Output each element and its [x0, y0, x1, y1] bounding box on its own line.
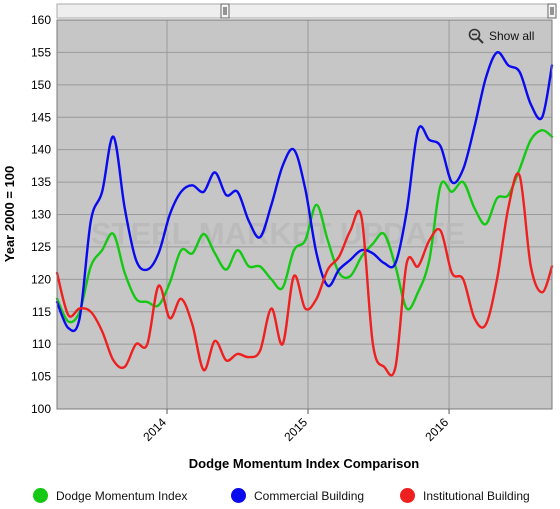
y-axis: 100 105 110 115 120 125 130 135 140 145 150 155 160	[31, 13, 51, 416]
series-line-dodge-momentum-index	[55, 129, 554, 324]
grid	[57, 20, 552, 409]
legend-label: Institutional Building	[423, 488, 530, 503]
y-tick-label: 100	[31, 402, 51, 416]
show-all-button[interactable]: Show all	[468, 28, 534, 44]
show-all-label: Show all	[489, 29, 535, 43]
plot-border	[56, 19, 553, 410]
y-tick-label: 115	[32, 305, 51, 319]
series-line-institutional-building	[55, 172, 554, 377]
y-axis-label: Year 2000 = 100	[2, 166, 17, 263]
x-axis: 2014 2015 2016	[140, 409, 451, 444]
y-tick-label: 105	[31, 370, 51, 384]
range-navigator[interactable]	[56, 3, 557, 19]
legend-label: Dodge Momentum Index	[56, 488, 188, 503]
legend: Dodge Momentum Index Commercial Building…	[0, 488, 560, 508]
y-tick-label: 160	[31, 13, 51, 27]
y-tick-label: 140	[31, 143, 51, 157]
x-tick-label: 2015	[281, 415, 310, 444]
navigator-left-handle[interactable]	[220, 3, 230, 19]
y-tick-label: 150	[31, 78, 51, 92]
zoom-out-icon	[468, 28, 484, 44]
legend-marker	[33, 488, 48, 503]
legend-item-dodge-momentum-index[interactable]: Dodge Momentum Index	[33, 488, 187, 503]
legend-item-commercial-building[interactable]: Commercial Building	[231, 488, 364, 503]
x-axis-label: Dodge Momentum Index Comparison	[189, 456, 419, 471]
x-tick-label: 2016	[422, 415, 451, 444]
y-tick-label: 155	[31, 45, 51, 59]
y-tick-label: 130	[31, 208, 51, 222]
navigator-right-handle[interactable]	[547, 3, 557, 19]
y-tick-label: 135	[31, 175, 51, 189]
y-tick-label: 145	[31, 110, 51, 124]
y-tick-label: 120	[31, 272, 51, 286]
series-layer	[55, 51, 554, 377]
legend-marker	[400, 488, 415, 503]
watermark: STEEL MARKET UPDATE	[91, 216, 465, 251]
series-line-commercial-building	[55, 51, 554, 333]
x-tick-label: 2014	[140, 415, 169, 444]
legend-label: Commercial Building	[254, 488, 365, 503]
legend-marker	[231, 488, 246, 503]
y-tick-label: 110	[32, 337, 51, 351]
legend-item-institutional-building[interactable]: Institutional Building	[400, 488, 530, 503]
y-tick-label: 125	[31, 240, 51, 254]
